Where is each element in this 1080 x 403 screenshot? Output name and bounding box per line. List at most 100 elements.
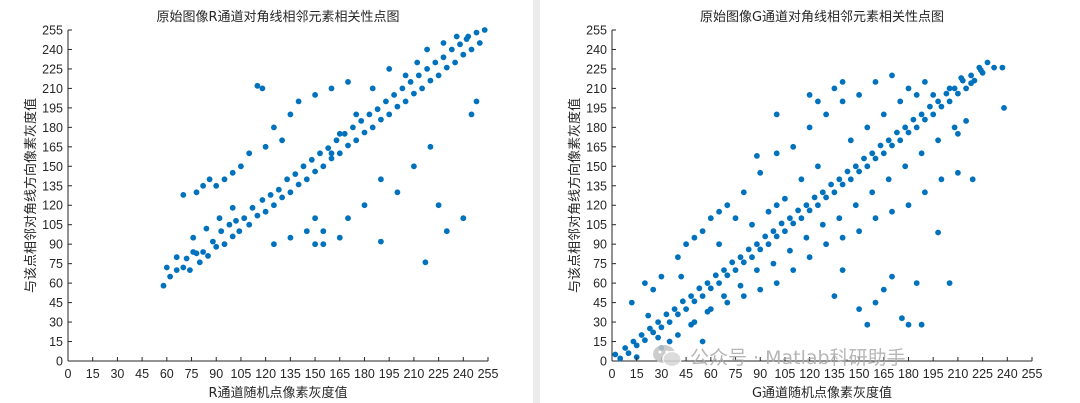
scatter-point (424, 46, 430, 53)
scatter-point (969, 176, 976, 183)
scatter-point (312, 241, 318, 248)
scatter-point (938, 103, 945, 110)
scatter-point (683, 241, 689, 248)
y-tick-label: 180 (42, 121, 63, 135)
y-tick-label: 150 (42, 160, 63, 174)
scatter-point (839, 267, 846, 273)
y-tick-label: 0 (600, 355, 607, 369)
scatter-point (213, 182, 220, 189)
scatter-point (303, 228, 310, 235)
y-tick-label: 15 (593, 335, 607, 349)
scatter-point (922, 189, 928, 196)
scatter-point (180, 264, 187, 271)
scatter-point (927, 103, 933, 110)
scatter-point (716, 280, 722, 286)
scatter-point (675, 254, 681, 261)
x-tick-label: 210 (947, 367, 968, 381)
scatter-point (394, 189, 401, 196)
scatter-point (259, 197, 266, 203)
x-tick-label: 90 (209, 367, 223, 381)
scatter-point (918, 150, 925, 157)
scatter-point (210, 238, 216, 245)
scatter-point (712, 272, 719, 279)
scatter-point (844, 168, 851, 175)
scatter-point (336, 130, 343, 137)
x-tick-label: 75 (185, 367, 199, 381)
scatter-point (815, 202, 821, 209)
scatter-point (366, 111, 373, 118)
scatter-point (699, 338, 706, 345)
y-tick-label: 75 (49, 257, 63, 271)
scatter-point (765, 241, 772, 248)
scatter-point (325, 145, 332, 152)
scatter-point (699, 293, 706, 299)
scatter-point (238, 163, 244, 170)
scatter-point (885, 176, 892, 183)
scatter-point (440, 40, 447, 46)
x-axis-label: G通道随机点像素灰度值 (752, 385, 892, 401)
scatter-point (628, 299, 635, 306)
scatter-point (463, 36, 470, 42)
scatter-point (642, 337, 648, 344)
scatter-point (790, 267, 797, 273)
y-tick-label: 225 (586, 62, 607, 76)
scatter-point (473, 29, 480, 36)
scatter-point (740, 189, 747, 196)
chart-title: 原始图像G通道对角线相邻元素相关性点图 (700, 10, 944, 25)
scatter-point (815, 98, 821, 105)
scatter-point (259, 85, 266, 92)
scatter-point (839, 234, 846, 241)
scatter-point (345, 215, 351, 222)
scatter-point (806, 207, 813, 214)
scatter-point (391, 92, 397, 98)
scatter-point (414, 59, 421, 66)
scatter-point (798, 176, 805, 183)
watermark-text: 公众号 · Matlab科研助手 (690, 346, 906, 369)
scatter-point (935, 229, 941, 236)
scatter-point (419, 85, 425, 92)
scatter-point (847, 176, 854, 183)
scatter-point (819, 221, 826, 228)
scatter-point (963, 118, 969, 124)
scatter-point (745, 246, 752, 253)
y-tick-label: 90 (49, 238, 63, 252)
scatter-point (754, 267, 760, 273)
y-tick-label: 225 (42, 62, 63, 76)
scatter-point (905, 129, 912, 136)
scatter-point (872, 299, 879, 306)
g-channel-scatter-chart: 0 15 30 45 60 75 90 105 120 135 150 165 180 195 210 225… (567, 10, 1042, 401)
scatter-point (938, 176, 945, 183)
scatter-point (378, 176, 384, 183)
scatter-point (955, 169, 961, 176)
scatter-point (424, 66, 430, 72)
scatter-point (333, 137, 340, 144)
scatter-point (856, 92, 862, 98)
scatter-point (732, 215, 739, 222)
scatter-point (889, 273, 895, 280)
scatter-point (864, 163, 871, 170)
right-figure-panel: 0 15 30 45 60 75 90 105 120 135 150 165 180 195 210 225… (540, 0, 1080, 403)
scatter-point (889, 142, 895, 149)
scatter-point (905, 85, 912, 92)
scatter-point (336, 234, 343, 241)
scatter-point (262, 143, 269, 150)
scatter-point (625, 350, 632, 357)
scatter-point (190, 234, 197, 241)
scatter-point (287, 111, 294, 118)
scatter-point (852, 202, 859, 209)
scatter-point (328, 155, 335, 162)
scatter-point (350, 124, 356, 131)
scatter-point (236, 228, 243, 235)
scatter-point (279, 137, 285, 144)
scatter-point (308, 156, 315, 163)
scatter-point (205, 253, 211, 259)
scatter-point (226, 221, 233, 228)
scatter-point (773, 280, 780, 286)
scatter-point (345, 142, 351, 149)
scatter-point (724, 202, 731, 209)
scatter-point (468, 111, 475, 118)
scatter-point (831, 189, 838, 196)
scatter-point (856, 306, 862, 312)
scatter-point (453, 33, 460, 40)
scatter-point (320, 163, 327, 170)
